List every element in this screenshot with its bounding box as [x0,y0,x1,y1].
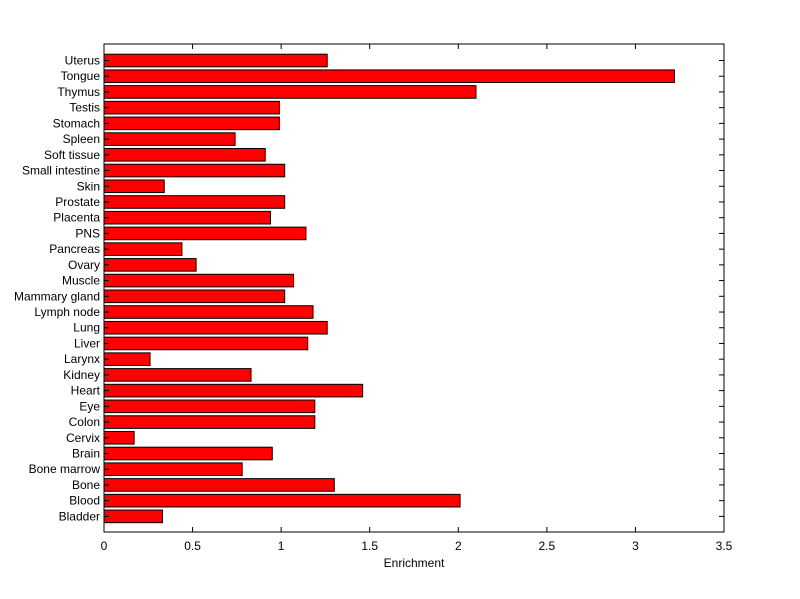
y-tick-label: PNS [75,226,100,240]
bar [103,179,165,194]
bar [103,305,314,319]
y-tick-label: Mammary gland [14,289,100,303]
bar [103,462,243,477]
axes-frame [103,43,725,533]
bar [103,289,286,304]
x-tick-label: 3.5 [716,539,733,553]
bar [103,100,280,115]
x-axis-label: Enrichment [384,556,445,570]
x-tick-label: 2 [455,539,462,553]
y-tick-label: Testis [69,101,100,115]
bar [103,116,280,131]
bar [103,163,286,178]
y-tick-label: Prostate [55,195,100,209]
bar [103,132,236,146]
bar [103,478,335,492]
y-tick-label: Lymph node [34,305,100,319]
bar [103,336,309,351]
y-tick-label: Kidney [63,368,100,382]
x-tick-label: 1 [278,539,285,553]
y-tick-label: Ovary [68,258,100,272]
bar [103,85,477,99]
y-tick-label: Larynx [64,352,100,366]
y-tick-label: Lung [73,321,100,335]
bar [103,415,316,429]
y-tick-label: Brain [72,447,100,461]
bar [103,383,364,398]
bar [103,273,295,288]
y-tick-label: Small intestine [22,164,100,178]
y-tick-label: Bladder [59,509,100,523]
x-tick-label: 0.5 [184,539,201,553]
y-tick-label: Spleen [63,132,100,146]
bar [103,53,328,68]
bar [103,320,328,335]
x-tick-label: 2.5 [539,539,556,553]
bar [103,195,286,209]
x-tick-label: 1.5 [361,539,378,553]
bar [103,399,316,414]
y-tick-label: Tongue [61,69,101,83]
bar [103,446,273,461]
y-tick-label: Cervix [66,431,100,445]
x-tick-label: 0 [101,539,108,553]
bar [103,493,461,508]
y-tick-label: Blood [69,494,100,508]
y-tick-label: Placenta [53,211,100,225]
y-tick-label: Thymus [57,85,100,99]
y-tick-label: Eye [79,399,100,413]
y-tick-label: Heart [71,384,101,398]
bar [103,226,307,241]
bar [103,69,675,84]
y-tick-label: Soft tissue [44,148,100,162]
bar [103,368,252,382]
bar [103,148,266,162]
y-tick-label: Stomach [53,116,100,130]
ticks-group [103,44,725,532]
y-tick-label: Muscle [62,274,100,288]
y-tick-label: Bone [72,478,100,492]
x-tick-label: 3 [632,539,639,553]
bar [103,210,272,225]
y-tick-label: Bone marrow [29,462,101,476]
y-tick-label: Skin [77,179,100,193]
y-tick-label: Colon [69,415,100,429]
y-tick-label: Uterus [65,54,100,68]
bar [103,352,151,366]
bar [103,242,183,256]
bar [103,258,197,272]
y-tick-label: Pancreas [49,242,100,256]
bar [103,509,163,524]
y-tick-label: Liver [74,336,100,350]
